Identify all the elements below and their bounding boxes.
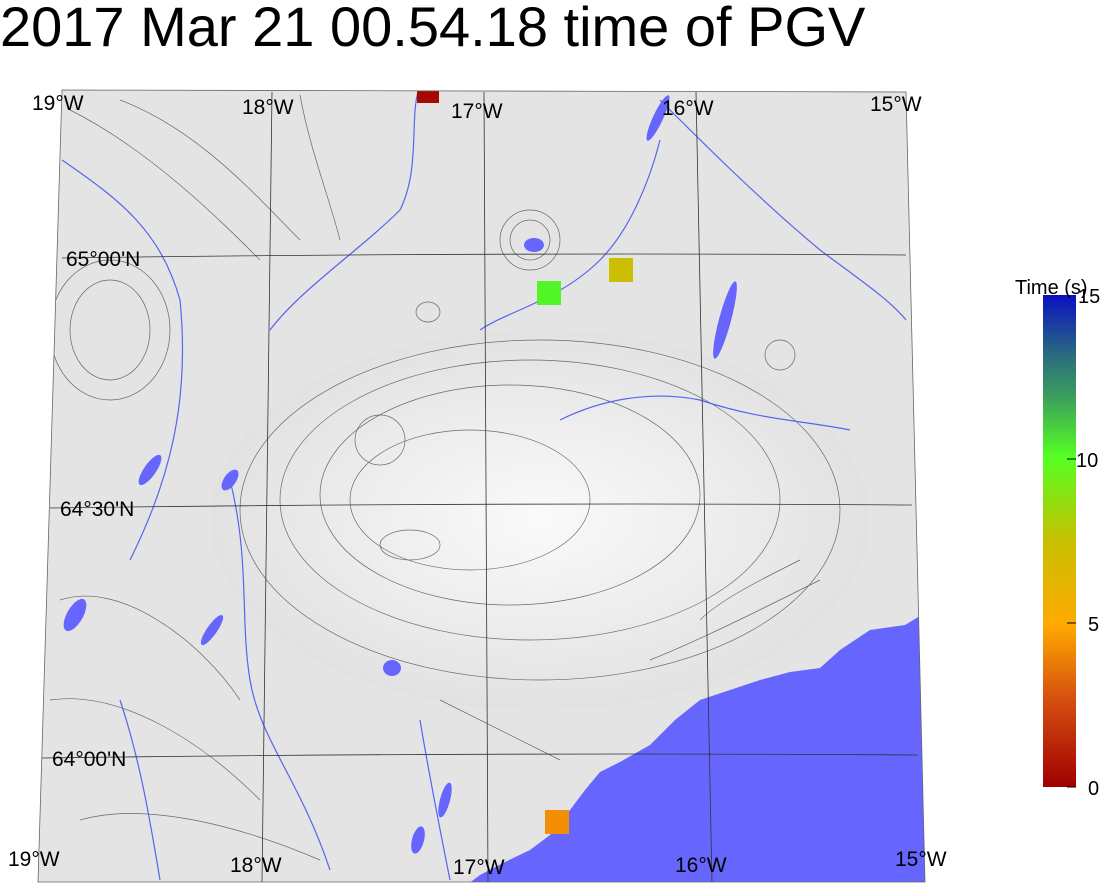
map-title: 2017 Mar 21 00.54.18 time of PGV bbox=[0, 0, 866, 58]
ocean bbox=[460, 610, 925, 882]
station-south-marker bbox=[545, 810, 569, 834]
lakes bbox=[63, 95, 737, 854]
colorbar: Time (s) 0 5 10 15 bbox=[1015, 277, 1100, 800]
colorbar-tick: 5 bbox=[1088, 614, 1099, 636]
station-yellow-marker bbox=[609, 258, 633, 282]
lon-label: 16°W bbox=[675, 854, 727, 877]
lon-label: 17°W bbox=[451, 100, 503, 123]
station-north-marker bbox=[417, 90, 439, 103]
lat-label: 64°30'N bbox=[60, 498, 134, 521]
colorbar-tick: 10 bbox=[1076, 450, 1098, 472]
contours bbox=[49, 94, 841, 861]
colorbar-gradient bbox=[1043, 295, 1076, 787]
lon-label: 18°W bbox=[242, 96, 294, 119]
glacier bbox=[210, 330, 870, 710]
latitude-labels: 65°00'N 64°30'N 64°00'N bbox=[52, 248, 140, 771]
lon-label: 19°W bbox=[8, 848, 60, 871]
map-area[interactable] bbox=[38, 89, 930, 886]
longitude-labels-top: 19°W 18°W 17°W 16°W 15°W bbox=[32, 92, 922, 123]
station-green-marker bbox=[537, 281, 561, 305]
lon-label: 15°W bbox=[870, 93, 922, 116]
lat-label: 64°00'N bbox=[52, 748, 126, 771]
lon-label: 17°W bbox=[453, 856, 505, 879]
colorbar-label: Time (s) bbox=[1015, 277, 1088, 299]
graticule bbox=[41, 91, 919, 882]
stations bbox=[417, 90, 633, 834]
lon-label: 15°W bbox=[895, 848, 947, 871]
lat-label: 65°00'N bbox=[66, 248, 140, 271]
rivers bbox=[61, 91, 907, 881]
lon-label: 16°W bbox=[662, 97, 714, 120]
lon-label: 19°W bbox=[32, 92, 84, 115]
lon-label: 18°W bbox=[230, 854, 282, 877]
colorbar-tick: 15 bbox=[1078, 286, 1100, 308]
longitude-labels-bottom: 19°W 18°W 17°W 16°W 15°W bbox=[8, 848, 947, 879]
colorbar-tick: 0 bbox=[1088, 778, 1099, 800]
